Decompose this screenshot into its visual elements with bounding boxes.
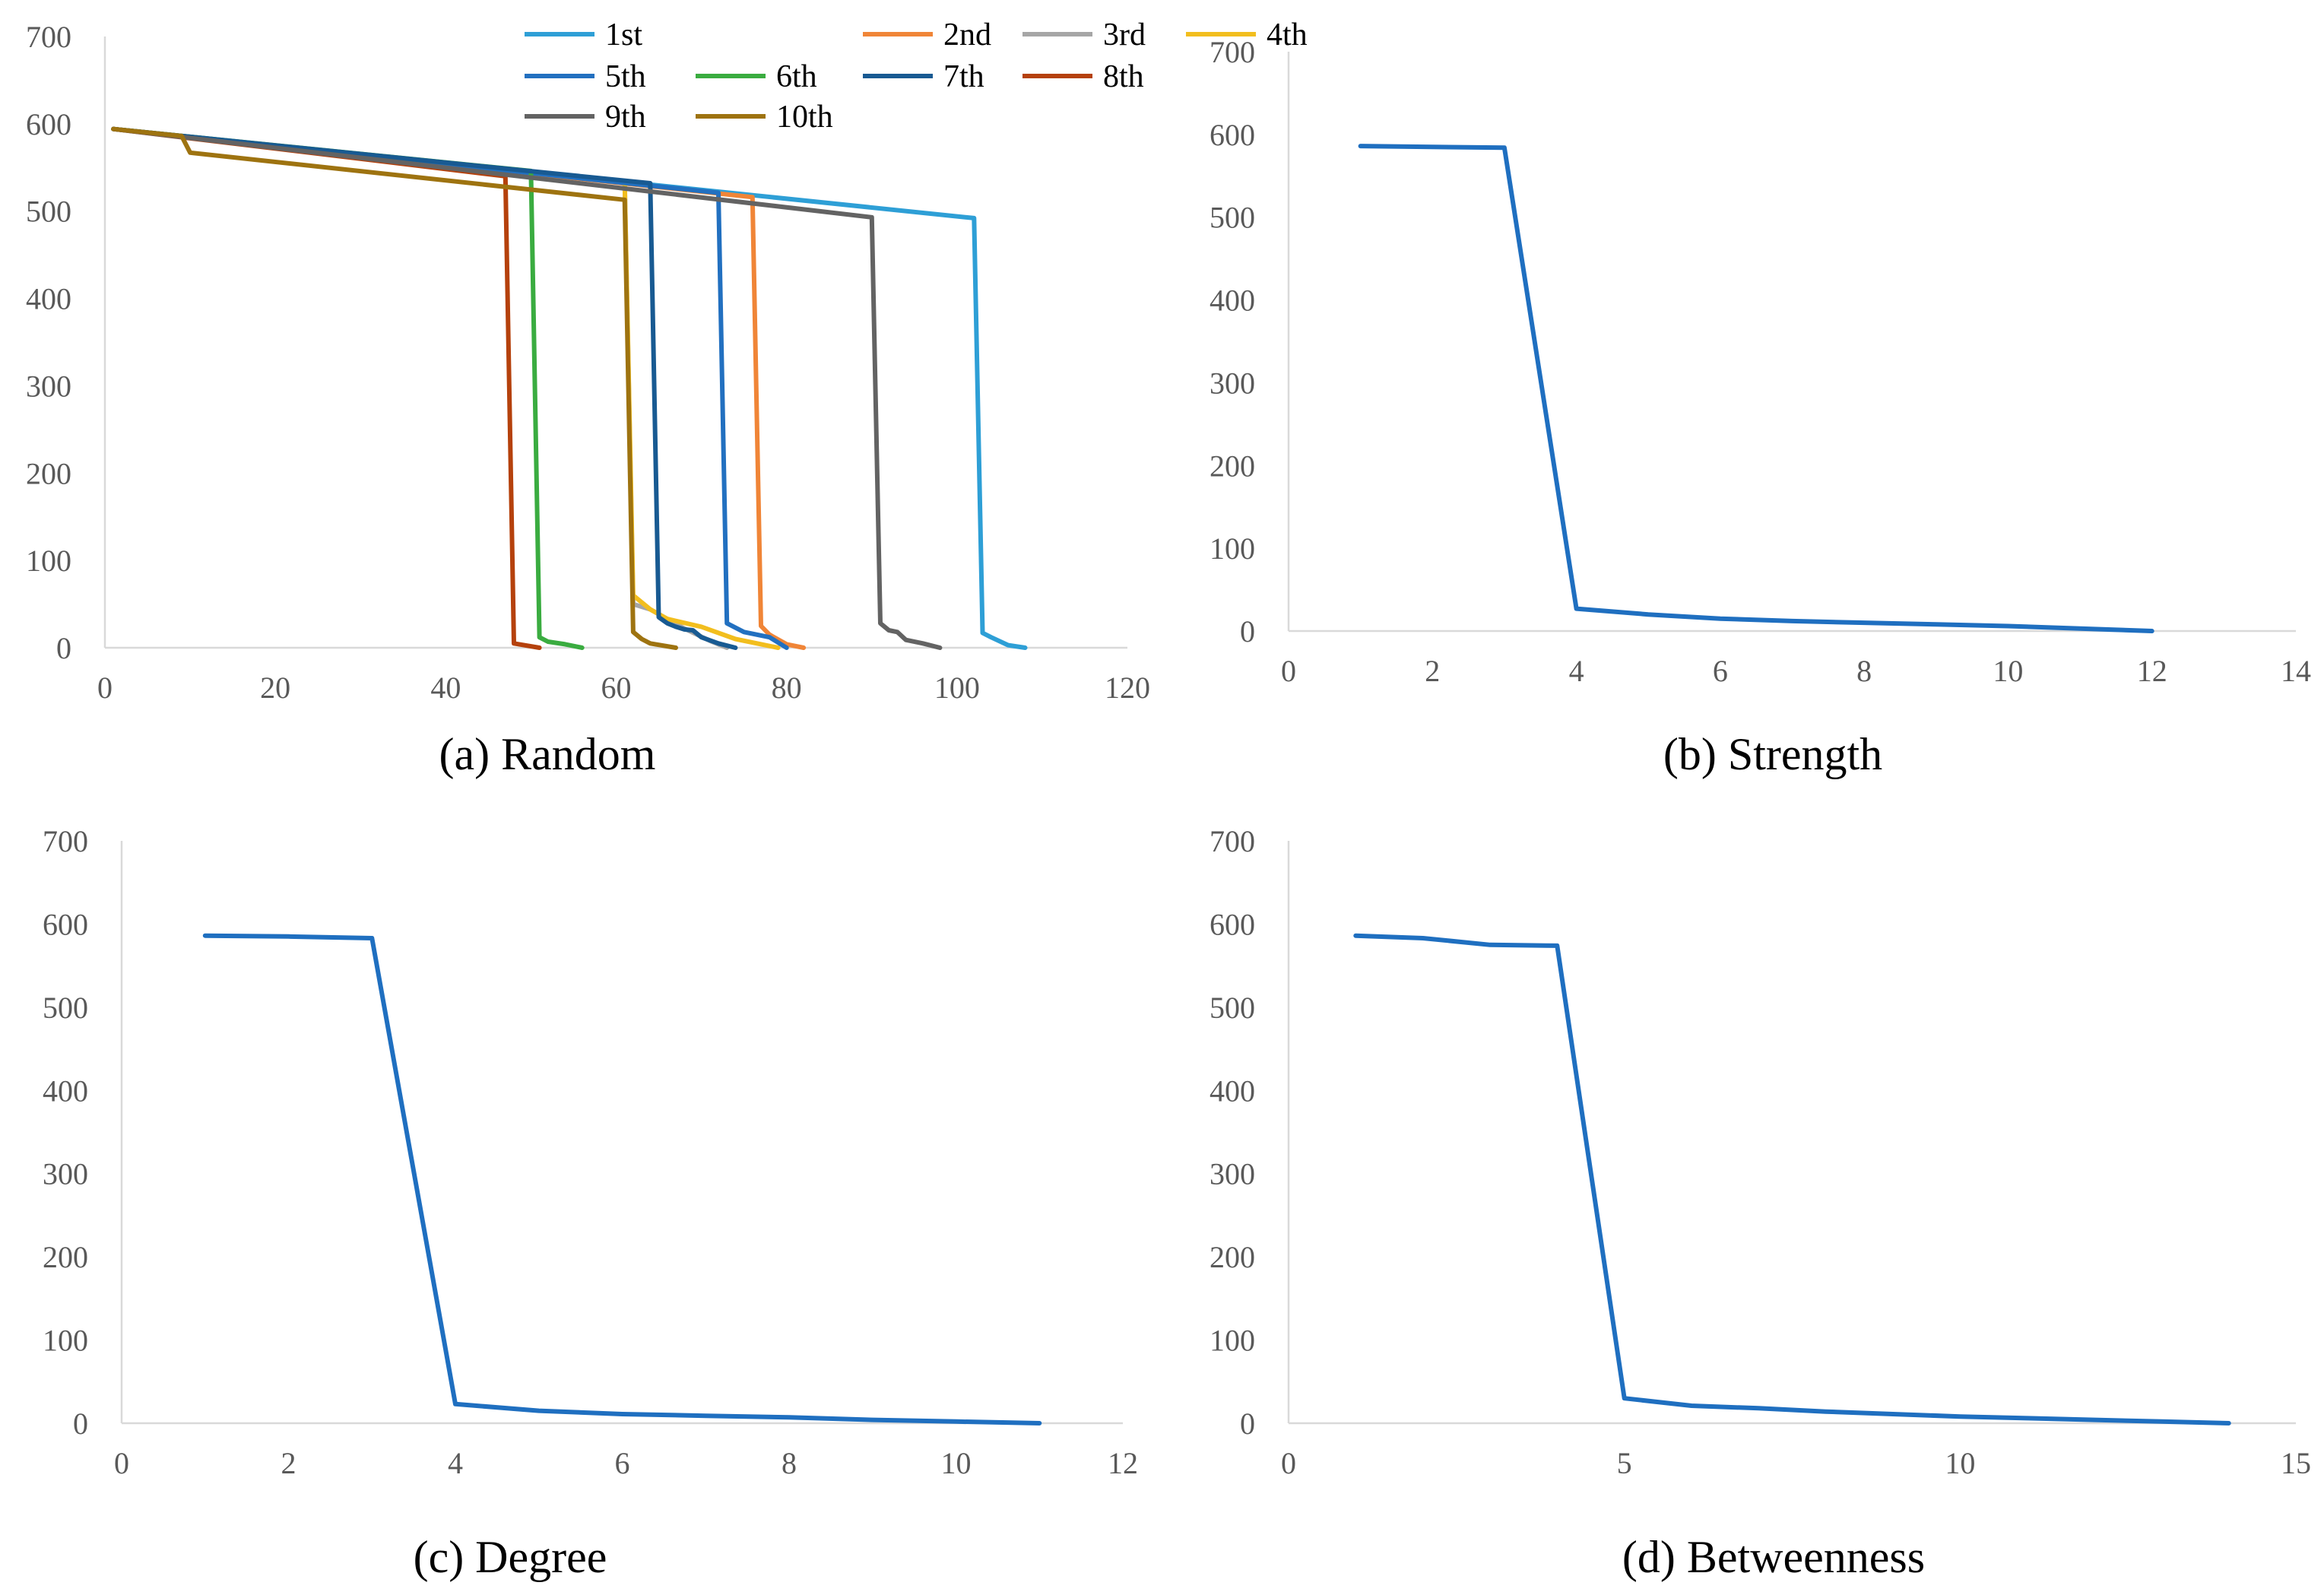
legend-label-9th: 9th	[605, 100, 646, 135]
x-tick-label: 2	[281, 1446, 296, 1480]
y-tick-label: 100	[1210, 531, 1255, 566]
x-tick-label: 4	[1569, 654, 1584, 688]
y-tick-label: 600	[26, 107, 71, 141]
x-tick-label: 4	[448, 1446, 463, 1480]
series-line-9th	[111, 126, 943, 650]
legend-label-1st: 1st	[605, 17, 642, 52]
legend-label-3rd: 3rd	[1103, 17, 1146, 52]
y-tick-label: 500	[1210, 201, 1255, 235]
y-tick-label: 600	[1210, 907, 1255, 941]
y-tick-label: 600	[43, 907, 88, 941]
y-tick-label: 700	[1210, 35, 1255, 69]
y-tick-label: 400	[26, 282, 71, 316]
legend-label-10th: 10th	[776, 100, 833, 135]
x-tick-label: 10	[1993, 654, 2023, 688]
series-line-7th	[111, 126, 738, 650]
y-tick-label: 200	[1210, 1240, 1255, 1274]
x-tick-label: 14	[2281, 654, 2311, 688]
chart-panel-betweenness: 0 100 200 300 400 500 600 700 0 5 10 15 (d) Betweenn…	[1210, 824, 2311, 1582]
x-tick-label: 6	[1713, 654, 1728, 688]
series-line	[1353, 933, 2231, 1426]
legend-label-2nd: 2nd	[943, 17, 991, 52]
x-tick-label: 5	[1617, 1446, 1632, 1480]
x-tick-label: 20	[260, 671, 290, 705]
series-line-8th	[111, 126, 542, 650]
x-tick-label: 60	[601, 671, 632, 705]
y-tick-label: 400	[1210, 1073, 1255, 1108]
y-tick-label: 200	[1210, 449, 1255, 483]
x-tick-label: 40	[430, 671, 461, 705]
y-tick-label: 600	[1210, 118, 1255, 152]
chart-caption: (a) Random	[439, 729, 656, 779]
legend-label-5th: 5th	[605, 59, 646, 94]
x-tick-label: 0	[114, 1446, 129, 1480]
y-tick-label: 500	[1210, 991, 1255, 1025]
x-tick-label: 15	[2281, 1446, 2311, 1480]
y-tick-label: 500	[43, 991, 88, 1025]
chart-panel-random: 0 100 200 300 400 500 600 700 0 20 40 60 80 100 120 (a)…	[26, 17, 1308, 779]
series-line-1st	[111, 126, 1028, 650]
x-tick-label: 80	[772, 671, 802, 705]
y-tick-label: 100	[1210, 1324, 1255, 1358]
chart-caption: (d) Betweenness	[1622, 1532, 1925, 1582]
y-tick-label: 300	[26, 369, 71, 403]
x-tick-label: 0	[1281, 654, 1296, 688]
x-tick-label: 0	[1281, 1446, 1296, 1480]
y-tick-label: 300	[43, 1157, 88, 1191]
x-tick-label: 8	[1856, 654, 1872, 688]
chart-caption: (c) Degree	[414, 1532, 607, 1582]
y-tick-label: 700	[43, 824, 88, 858]
y-tick-label: 400	[1210, 284, 1255, 318]
y-tick-label: 500	[26, 195, 71, 229]
x-tick-label: 6	[615, 1446, 630, 1480]
legend-label-7th: 7th	[943, 59, 984, 94]
y-tick-label: 300	[1210, 1157, 1255, 1191]
x-tick-label: 8	[782, 1446, 797, 1480]
legend-label-6th: 6th	[776, 59, 817, 94]
y-tick-label: 0	[56, 631, 71, 665]
y-tick-label: 300	[1210, 366, 1255, 400]
y-tick-label: 200	[43, 1240, 88, 1274]
x-tick-label: 10	[1945, 1446, 1975, 1480]
legend-label-4th: 4th	[1267, 17, 1308, 52]
y-tick-label: 0	[1240, 1406, 1255, 1441]
y-tick-label: 0	[73, 1406, 88, 1441]
chart-caption: (b) Strength	[1663, 729, 1882, 779]
x-tick-label: 2	[1425, 654, 1440, 688]
y-tick-label: 200	[26, 456, 71, 490]
series-line-4th	[111, 126, 781, 650]
x-tick-label: 100	[934, 671, 980, 705]
chart-panel-degree: 0 100 200 300 400 500 600 700 0 2 4 6 8 10 12 (c) Degre…	[43, 824, 1138, 1582]
x-tick-label: 10	[941, 1446, 972, 1480]
y-tick-label: 700	[1210, 824, 1255, 858]
x-tick-label: 12	[1108, 1446, 1138, 1480]
y-tick-label: 400	[43, 1073, 88, 1108]
series-line	[202, 933, 1042, 1426]
series-line	[1358, 144, 2154, 633]
y-tick-label: 100	[26, 544, 71, 578]
y-tick-label: 0	[1240, 614, 1255, 649]
series-line-10th	[111, 126, 678, 650]
series-line-5th	[111, 126, 789, 650]
y-tick-label: 700	[26, 20, 71, 54]
x-tick-label: 12	[2137, 654, 2167, 688]
y-tick-label: 100	[43, 1324, 88, 1358]
series-line-2nd	[111, 126, 807, 650]
x-tick-label: 120	[1105, 671, 1150, 705]
chart-panel-strength: 0 100 200 300 400 500 600 700 0 2 4 6 8 10 12 14 (b) Str…	[1210, 35, 2311, 779]
legend-label-8th: 8th	[1103, 59, 1144, 94]
x-tick-label: 0	[97, 671, 113, 705]
